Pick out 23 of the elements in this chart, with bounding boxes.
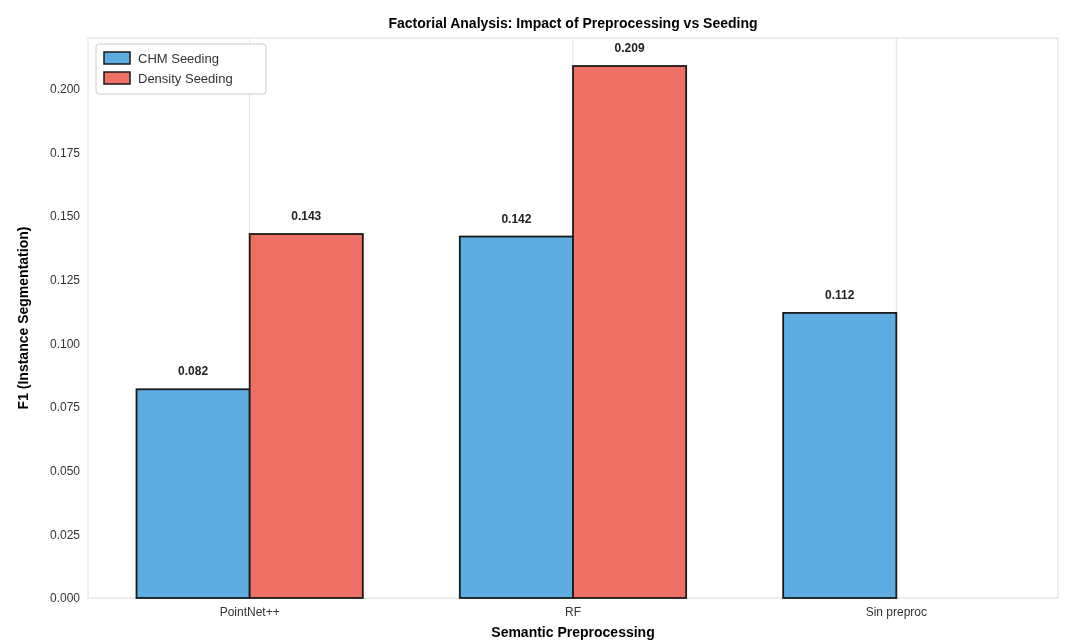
y-tick-label: 0.075	[49, 400, 81, 415]
y-axis-title: F1 (Instance Segmentation)	[15, 226, 31, 410]
x-tick-label: RF	[565, 605, 581, 619]
data-label: 0.142	[501, 211, 532, 226]
y-tick-label: 0.200	[49, 82, 81, 97]
y-tick-label: 0.175	[49, 145, 81, 160]
y-tick-label: 0.125	[49, 273, 81, 288]
y-tick-label: 0.150	[49, 209, 81, 224]
data-label: 0.112	[825, 287, 855, 302]
x-tick-label: PointNet++	[219, 605, 280, 619]
legend-label: Density Seeding	[138, 70, 233, 86]
x-tick-label: Sin preproc	[865, 605, 928, 619]
y-tick-label: 0.025	[49, 527, 81, 542]
y-tick-label: 0.100	[49, 336, 81, 351]
y-tick-label: 0.050	[49, 463, 81, 478]
bar	[782, 312, 898, 599]
y-tick-label: 0.000	[49, 591, 81, 606]
data-label: 0.143	[291, 209, 322, 223]
data-label: 0.209	[614, 41, 645, 55]
legend-label: CHM Seeding	[138, 50, 219, 66]
x-axis-title: Semantic Preprocessing	[491, 624, 655, 640]
chart-title: Factorial Analysis: Impact of Preprocessing vs Seeding	[388, 15, 758, 31]
data-label: 0.082	[178, 364, 209, 379]
